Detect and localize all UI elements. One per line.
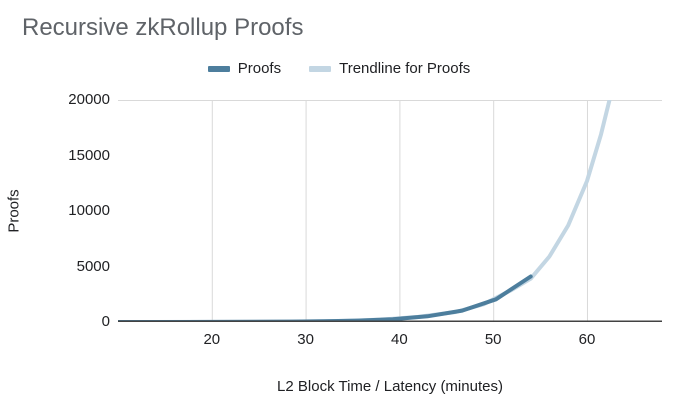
series-line-trendline-for-proofs	[116, 98, 612, 324]
chart-title: Recursive zkRollup Proofs	[22, 14, 304, 41]
legend-swatch-icon	[207, 65, 230, 72]
y-tick-label: 10000	[68, 202, 110, 219]
y-tick-label: 5000	[76, 257, 110, 275]
legend: Proofs Trendline for Proofs	[0, 60, 678, 77]
plot-canvas	[116, 98, 662, 324]
x-tick-label: 30	[297, 331, 314, 348]
legend-item: Proofs	[207, 60, 282, 77]
x-axis-title: L2 Block Time / Latency (minutes)	[277, 378, 503, 395]
y-axis-title: Proofs	[5, 189, 23, 233]
x-tick-label: 50	[484, 331, 502, 348]
legend-label: Proofs	[237, 60, 282, 77]
legend-swatch-icon	[309, 65, 332, 72]
y-tick-label: 20000	[68, 91, 110, 108]
legend-item: Trendline for Proofs	[309, 60, 470, 77]
y-tick-label: 0	[101, 313, 110, 330]
series-line-proofs	[116, 274, 533, 324]
y-tick-label: 15000	[68, 146, 110, 164]
x-tick-label: 60	[578, 331, 596, 348]
x-tick-label: 40	[391, 331, 408, 348]
x-tick-label: 20	[203, 331, 221, 348]
legend-label: Trendline for Proofs	[339, 60, 471, 77]
plot-area	[116, 98, 662, 324]
